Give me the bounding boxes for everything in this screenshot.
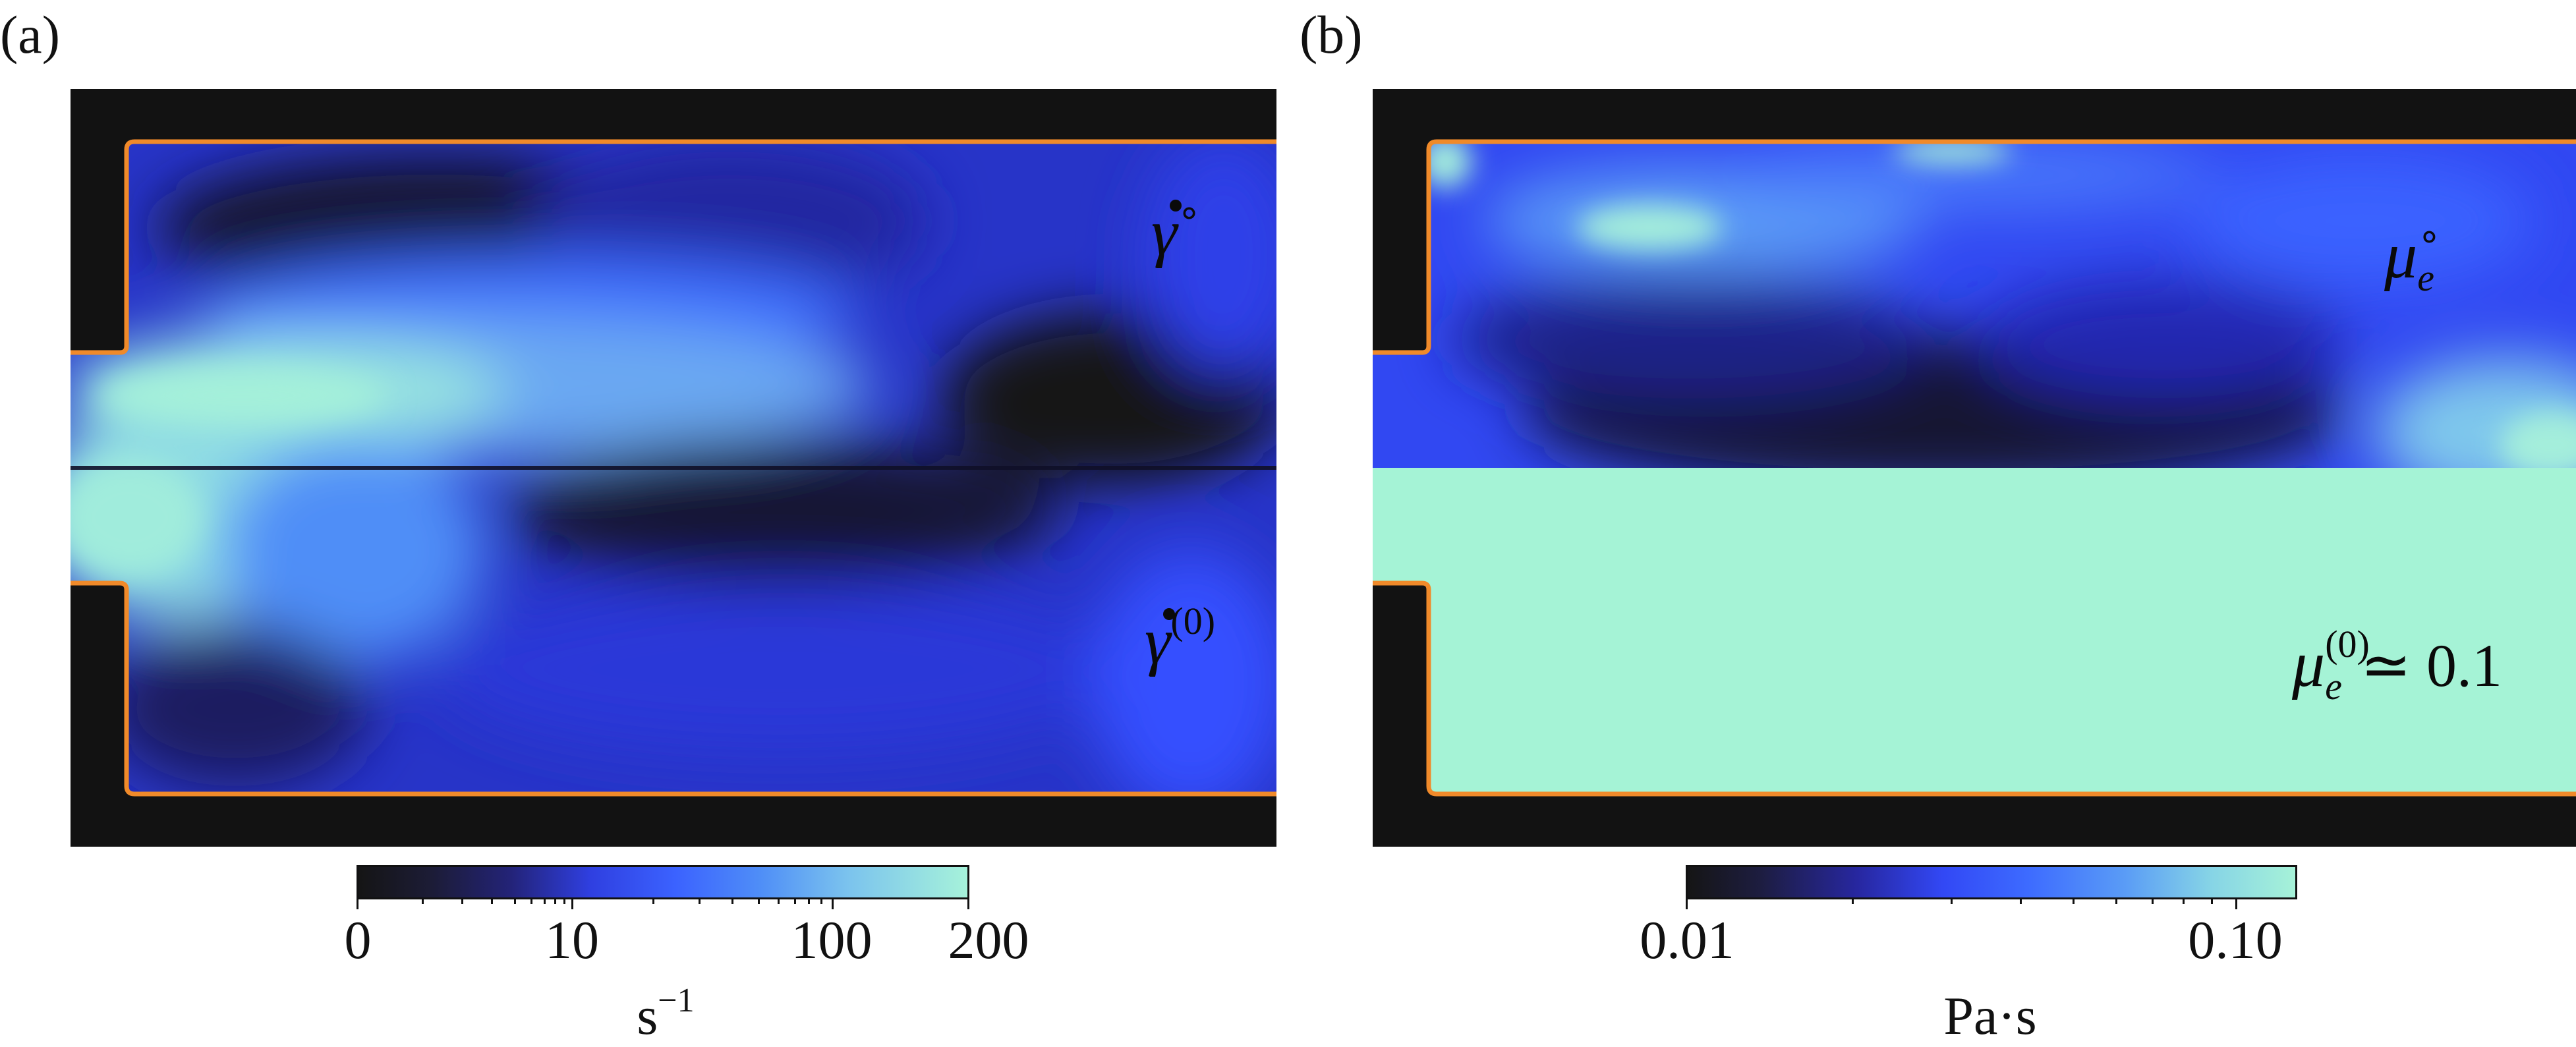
colorbar-a-tick-label: 10 xyxy=(545,910,599,970)
colorbar-a-tick-label: 200 xyxy=(948,910,1029,970)
viscosity-contour xyxy=(1373,89,2576,847)
colorbar-b-tick xyxy=(2235,897,2237,909)
colorbar-b-tick xyxy=(1686,897,1688,909)
shear-rate-contour xyxy=(71,89,1276,847)
colorbar-shear-rate xyxy=(357,865,969,899)
colorbar-a-tick xyxy=(967,897,969,909)
colorbar-b-unit: Pa·s xyxy=(1943,986,2037,1046)
colorbar-a-tick xyxy=(832,897,834,909)
colorbar-a-unit: s−1 xyxy=(637,982,695,1046)
colorbar-a-tick xyxy=(571,897,573,909)
panel-a-label: (a) xyxy=(0,5,61,65)
upper-wall-boundary xyxy=(1373,139,2576,355)
lower-wall-boundary xyxy=(1373,580,2576,797)
panel-b-viscosity-field: μ ∘ e μ (0) e ≃ 0.1 xyxy=(1373,89,2576,847)
colorbar-a-tick-label: 0 xyxy=(344,910,372,970)
colorbar-b-tick-label: 0.10 xyxy=(2188,910,2283,970)
upper-wall-boundary xyxy=(71,139,1276,355)
viscosity-symbol-upper: μ ∘ e xyxy=(2384,215,2442,299)
panel-b-label: (b) xyxy=(1300,5,1363,65)
shear-rate-symbol-upper: γ∘ xyxy=(1151,191,1201,269)
lower-wall-boundary xyxy=(71,580,1276,797)
colorbar-b-tick-label: 0.01 xyxy=(1640,910,1734,970)
colorbar-a-tick xyxy=(357,897,358,909)
shear-rate-symbol-lower: γ(0) xyxy=(1145,600,1216,677)
viscosity-symbol-lower: μ (0) e ≃ 0.1 xyxy=(2292,623,2503,708)
panel-a-shear-rate-field: γ∘ γ(0) xyxy=(71,89,1276,847)
colorbar-a-tick-label: 100 xyxy=(791,910,873,970)
colorbar-viscosity xyxy=(1686,865,2297,899)
